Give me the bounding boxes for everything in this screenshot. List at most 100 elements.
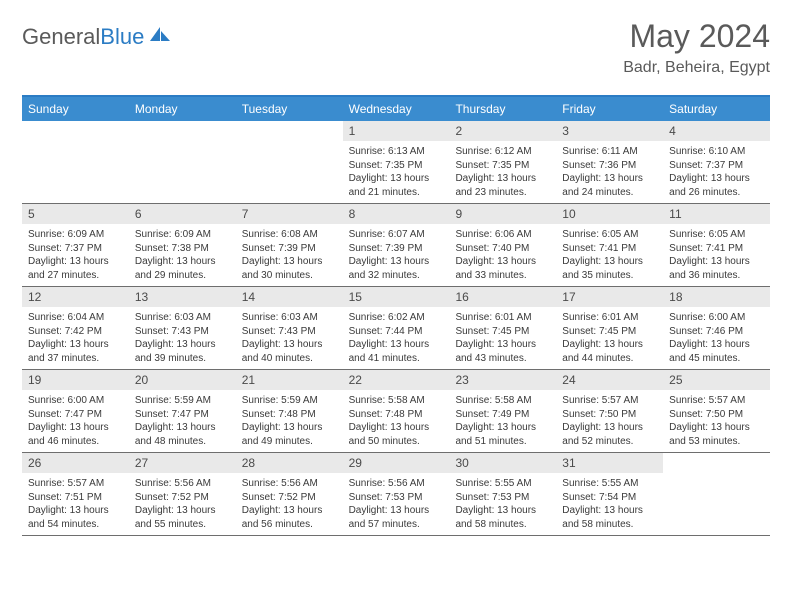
day-header-wed: Wednesday bbox=[343, 97, 450, 121]
day-number: 30 bbox=[449, 453, 556, 473]
title-block: May 2024 Badr, Beheira, Egypt bbox=[623, 18, 770, 77]
info-line: Sunrise: 5:55 AM bbox=[455, 477, 550, 491]
info-line: Sunrise: 5:59 AM bbox=[135, 394, 230, 408]
info-line: Daylight: 13 hours bbox=[349, 421, 444, 435]
info-line: Sunset: 7:50 PM bbox=[669, 408, 764, 422]
day-info: Sunrise: 6:00 AMSunset: 7:47 PMDaylight:… bbox=[22, 390, 129, 452]
day-info: Sunrise: 5:59 AMSunset: 7:47 PMDaylight:… bbox=[129, 390, 236, 452]
day-number: 19 bbox=[22, 370, 129, 390]
info-line: and 29 minutes. bbox=[135, 269, 230, 283]
day-header-fri: Friday bbox=[556, 97, 663, 121]
info-line: Daylight: 13 hours bbox=[135, 504, 230, 518]
day-info: Sunrise: 6:08 AMSunset: 7:39 PMDaylight:… bbox=[236, 224, 343, 286]
day-number: 31 bbox=[556, 453, 663, 473]
day-cell: 12Sunrise: 6:04 AMSunset: 7:42 PMDayligh… bbox=[22, 287, 129, 369]
info-line: Daylight: 13 hours bbox=[28, 338, 123, 352]
info-line: and 32 minutes. bbox=[349, 269, 444, 283]
day-info: Sunrise: 6:06 AMSunset: 7:40 PMDaylight:… bbox=[449, 224, 556, 286]
location: Badr, Beheira, Egypt bbox=[623, 59, 770, 77]
day-cell: 7Sunrise: 6:08 AMSunset: 7:39 PMDaylight… bbox=[236, 204, 343, 286]
day-header-tue: Tuesday bbox=[236, 97, 343, 121]
day-header-mon: Monday bbox=[129, 97, 236, 121]
day-info: Sunrise: 6:04 AMSunset: 7:42 PMDaylight:… bbox=[22, 307, 129, 369]
info-line: and 56 minutes. bbox=[242, 518, 337, 532]
info-line: Sunset: 7:53 PM bbox=[349, 491, 444, 505]
info-line: Sunrise: 6:01 AM bbox=[455, 311, 550, 325]
day-cell: 6Sunrise: 6:09 AMSunset: 7:38 PMDaylight… bbox=[129, 204, 236, 286]
day-number: 20 bbox=[129, 370, 236, 390]
day-cell: 24Sunrise: 5:57 AMSunset: 7:50 PMDayligh… bbox=[556, 370, 663, 452]
info-line: Sunrise: 6:03 AM bbox=[242, 311, 337, 325]
info-line: Daylight: 13 hours bbox=[669, 172, 764, 186]
day-number: 28 bbox=[236, 453, 343, 473]
info-line: Sunset: 7:45 PM bbox=[455, 325, 550, 339]
info-line: Sunrise: 6:11 AM bbox=[562, 145, 657, 159]
day-number bbox=[22, 121, 129, 141]
day-number: 3 bbox=[556, 121, 663, 141]
day-cell: 15Sunrise: 6:02 AMSunset: 7:44 PMDayligh… bbox=[343, 287, 450, 369]
info-line: Sunset: 7:48 PM bbox=[349, 408, 444, 422]
info-line: Daylight: 13 hours bbox=[242, 421, 337, 435]
day-cell: 16Sunrise: 6:01 AMSunset: 7:45 PMDayligh… bbox=[449, 287, 556, 369]
info-line: Daylight: 13 hours bbox=[669, 338, 764, 352]
day-info: Sunrise: 6:01 AMSunset: 7:45 PMDaylight:… bbox=[556, 307, 663, 369]
info-line: and 58 minutes. bbox=[562, 518, 657, 532]
logo-text-blue: Blue bbox=[100, 24, 144, 49]
day-number: 6 bbox=[129, 204, 236, 224]
week-row: 5Sunrise: 6:09 AMSunset: 7:37 PMDaylight… bbox=[22, 204, 770, 287]
info-line: Daylight: 13 hours bbox=[562, 421, 657, 435]
info-line: Sunrise: 5:56 AM bbox=[135, 477, 230, 491]
info-line: and 33 minutes. bbox=[455, 269, 550, 283]
day-number: 22 bbox=[343, 370, 450, 390]
day-cell: 25Sunrise: 5:57 AMSunset: 7:50 PMDayligh… bbox=[663, 370, 770, 452]
info-line: Sunrise: 6:05 AM bbox=[669, 228, 764, 242]
info-line: Daylight: 13 hours bbox=[28, 504, 123, 518]
day-number: 23 bbox=[449, 370, 556, 390]
info-line: Daylight: 13 hours bbox=[669, 255, 764, 269]
info-line: and 24 minutes. bbox=[562, 186, 657, 200]
info-line: Daylight: 13 hours bbox=[242, 504, 337, 518]
day-cell: 27Sunrise: 5:56 AMSunset: 7:52 PMDayligh… bbox=[129, 453, 236, 535]
info-line: Sunset: 7:39 PM bbox=[242, 242, 337, 256]
info-line: Sunset: 7:49 PM bbox=[455, 408, 550, 422]
info-line: Sunrise: 5:59 AM bbox=[242, 394, 337, 408]
day-number: 24 bbox=[556, 370, 663, 390]
info-line: Sunset: 7:36 PM bbox=[562, 159, 657, 173]
day-header-sun: Sunday bbox=[22, 97, 129, 121]
info-line: and 37 minutes. bbox=[28, 352, 123, 366]
info-line: Sunrise: 5:57 AM bbox=[28, 477, 123, 491]
day-info: Sunrise: 5:59 AMSunset: 7:48 PMDaylight:… bbox=[236, 390, 343, 452]
info-line: and 57 minutes. bbox=[349, 518, 444, 532]
day-info: Sunrise: 5:56 AMSunset: 7:52 PMDaylight:… bbox=[129, 473, 236, 535]
info-line: and 21 minutes. bbox=[349, 186, 444, 200]
day-number: 7 bbox=[236, 204, 343, 224]
info-line: and 23 minutes. bbox=[455, 186, 550, 200]
info-line: Sunset: 7:35 PM bbox=[455, 159, 550, 173]
day-cell: 28Sunrise: 5:56 AMSunset: 7:52 PMDayligh… bbox=[236, 453, 343, 535]
info-line: Daylight: 13 hours bbox=[242, 255, 337, 269]
day-cell: 19Sunrise: 6:00 AMSunset: 7:47 PMDayligh… bbox=[22, 370, 129, 452]
day-number: 8 bbox=[343, 204, 450, 224]
day-number: 10 bbox=[556, 204, 663, 224]
info-line: Sunrise: 5:55 AM bbox=[562, 477, 657, 491]
day-cell: 30Sunrise: 5:55 AMSunset: 7:53 PMDayligh… bbox=[449, 453, 556, 535]
logo-text-gray: General bbox=[22, 24, 100, 49]
day-info: Sunrise: 5:57 AMSunset: 7:50 PMDaylight:… bbox=[663, 390, 770, 452]
info-line: Sunrise: 5:56 AM bbox=[242, 477, 337, 491]
day-number: 18 bbox=[663, 287, 770, 307]
day-number: 1 bbox=[343, 121, 450, 141]
day-number: 5 bbox=[22, 204, 129, 224]
day-cell: 13Sunrise: 6:03 AMSunset: 7:43 PMDayligh… bbox=[129, 287, 236, 369]
info-line: and 49 minutes. bbox=[242, 435, 337, 449]
info-line: and 53 minutes. bbox=[669, 435, 764, 449]
day-number: 11 bbox=[663, 204, 770, 224]
info-line: Sunset: 7:51 PM bbox=[28, 491, 123, 505]
day-info: Sunrise: 5:56 AMSunset: 7:53 PMDaylight:… bbox=[343, 473, 450, 535]
info-line: Daylight: 13 hours bbox=[28, 255, 123, 269]
info-line: Sunset: 7:54 PM bbox=[562, 491, 657, 505]
day-info: Sunrise: 6:12 AMSunset: 7:35 PMDaylight:… bbox=[449, 141, 556, 203]
info-line: Sunrise: 6:03 AM bbox=[135, 311, 230, 325]
info-line: and 50 minutes. bbox=[349, 435, 444, 449]
day-cell: 22Sunrise: 5:58 AMSunset: 7:48 PMDayligh… bbox=[343, 370, 450, 452]
day-header-sat: Saturday bbox=[663, 97, 770, 121]
